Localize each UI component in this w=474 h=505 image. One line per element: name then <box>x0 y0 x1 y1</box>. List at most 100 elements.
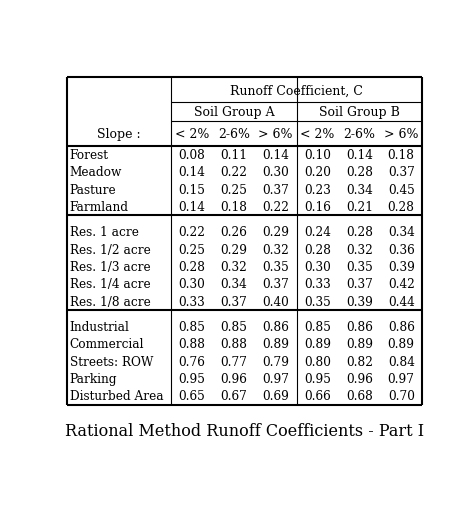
Text: 0.32: 0.32 <box>220 261 247 274</box>
Text: Industrial: Industrial <box>70 320 129 333</box>
Text: 0.40: 0.40 <box>263 295 289 308</box>
Text: 0.33: 0.33 <box>304 278 331 291</box>
Text: 0.89: 0.89 <box>304 338 331 350</box>
Text: 0.23: 0.23 <box>304 183 331 196</box>
Text: 0.18: 0.18 <box>388 148 415 162</box>
Text: Soil Group A: Soil Group A <box>193 106 274 119</box>
Text: 0.76: 0.76 <box>179 355 206 368</box>
Text: 0.32: 0.32 <box>346 243 373 256</box>
Text: < 2%: < 2% <box>301 127 335 140</box>
Text: 0.86: 0.86 <box>346 320 373 333</box>
Text: > 6%: > 6% <box>258 127 293 140</box>
Text: 0.37: 0.37 <box>346 278 373 291</box>
Text: 0.14: 0.14 <box>262 148 289 162</box>
Text: 0.96: 0.96 <box>220 372 247 385</box>
Text: Commercial: Commercial <box>70 338 144 350</box>
Text: 0.85: 0.85 <box>304 320 331 333</box>
Text: 0.24: 0.24 <box>304 226 331 239</box>
Text: 0.15: 0.15 <box>179 183 206 196</box>
Text: > 6%: > 6% <box>384 127 419 140</box>
Text: 0.30: 0.30 <box>263 166 289 179</box>
Text: 0.21: 0.21 <box>346 200 373 214</box>
Text: < 2%: < 2% <box>175 127 210 140</box>
Text: 0.68: 0.68 <box>346 389 373 402</box>
Text: 0.34: 0.34 <box>388 226 415 239</box>
Text: 0.22: 0.22 <box>262 200 289 214</box>
Text: 0.29: 0.29 <box>262 226 289 239</box>
Text: 0.22: 0.22 <box>179 226 206 239</box>
Text: 0.29: 0.29 <box>220 243 247 256</box>
Text: Runoff Coefficient, C: Runoff Coefficient, C <box>230 84 363 97</box>
Text: 0.95: 0.95 <box>179 372 206 385</box>
Text: 0.39: 0.39 <box>388 261 415 274</box>
Text: 0.77: 0.77 <box>220 355 247 368</box>
Text: 0.16: 0.16 <box>304 200 331 214</box>
Text: 0.34: 0.34 <box>220 278 247 291</box>
Text: 0.44: 0.44 <box>388 295 415 308</box>
Text: 0.70: 0.70 <box>388 389 415 402</box>
Text: 0.25: 0.25 <box>220 183 247 196</box>
Text: 0.25: 0.25 <box>179 243 206 256</box>
Text: 0.69: 0.69 <box>262 389 289 402</box>
Text: 0.28: 0.28 <box>304 243 331 256</box>
Text: 0.82: 0.82 <box>346 355 373 368</box>
Text: 0.89: 0.89 <box>388 338 415 350</box>
Text: 0.65: 0.65 <box>179 389 205 402</box>
Text: Res. 1 acre: Res. 1 acre <box>70 226 138 239</box>
Text: Soil Group B: Soil Group B <box>319 106 400 119</box>
Text: 0.86: 0.86 <box>262 320 289 333</box>
Text: Parking: Parking <box>70 372 117 385</box>
Text: 0.28: 0.28 <box>346 226 373 239</box>
Text: 0.42: 0.42 <box>388 278 415 291</box>
Text: 0.97: 0.97 <box>388 372 415 385</box>
Text: 2-6%: 2-6% <box>343 127 375 140</box>
Text: 0.79: 0.79 <box>262 355 289 368</box>
Text: 0.14: 0.14 <box>346 148 373 162</box>
Text: Rational Method Runoff Coefficients - Part I: Rational Method Runoff Coefficients - Pa… <box>65 422 424 439</box>
Text: 0.14: 0.14 <box>179 200 206 214</box>
Text: 0.45: 0.45 <box>388 183 415 196</box>
Text: 0.11: 0.11 <box>220 148 247 162</box>
Text: Pasture: Pasture <box>70 183 116 196</box>
Text: 0.36: 0.36 <box>388 243 415 256</box>
Text: Res. 1/2 acre: Res. 1/2 acre <box>70 243 150 256</box>
Text: 0.88: 0.88 <box>220 338 247 350</box>
Text: 0.95: 0.95 <box>304 372 331 385</box>
Text: 0.96: 0.96 <box>346 372 373 385</box>
Text: 0.37: 0.37 <box>220 295 247 308</box>
Text: Res. 1/8 acre: Res. 1/8 acre <box>70 295 150 308</box>
Text: 0.85: 0.85 <box>179 320 206 333</box>
Text: Meadow: Meadow <box>70 166 122 179</box>
Text: 0.39: 0.39 <box>346 295 373 308</box>
Text: 0.88: 0.88 <box>179 338 206 350</box>
Text: 0.26: 0.26 <box>220 226 247 239</box>
Text: 0.18: 0.18 <box>220 200 247 214</box>
Text: Slope :: Slope : <box>97 127 141 140</box>
Text: 0.33: 0.33 <box>179 295 205 308</box>
Text: 0.67: 0.67 <box>220 389 247 402</box>
Text: 0.37: 0.37 <box>262 183 289 196</box>
Text: 0.10: 0.10 <box>304 148 331 162</box>
Text: 0.14: 0.14 <box>179 166 206 179</box>
Text: 0.35: 0.35 <box>304 295 331 308</box>
Text: 0.35: 0.35 <box>346 261 373 274</box>
Text: Res. 1/4 acre: Res. 1/4 acre <box>70 278 150 291</box>
Text: 0.86: 0.86 <box>388 320 415 333</box>
Text: Farmland: Farmland <box>70 200 128 214</box>
Text: 0.20: 0.20 <box>304 166 331 179</box>
Text: 0.84: 0.84 <box>388 355 415 368</box>
Text: 0.08: 0.08 <box>179 148 206 162</box>
Text: Forest: Forest <box>70 148 109 162</box>
Text: 0.30: 0.30 <box>179 278 205 291</box>
Text: 0.97: 0.97 <box>262 372 289 385</box>
Text: 0.34: 0.34 <box>346 183 373 196</box>
Text: 0.28: 0.28 <box>346 166 373 179</box>
Text: Disturbed Area: Disturbed Area <box>70 389 163 402</box>
Text: 0.37: 0.37 <box>388 166 415 179</box>
Text: 2-6%: 2-6% <box>218 127 250 140</box>
Text: 0.66: 0.66 <box>304 389 331 402</box>
Text: 0.85: 0.85 <box>220 320 247 333</box>
Text: 0.28: 0.28 <box>179 261 206 274</box>
Text: 0.89: 0.89 <box>346 338 373 350</box>
Text: 0.35: 0.35 <box>263 261 289 274</box>
